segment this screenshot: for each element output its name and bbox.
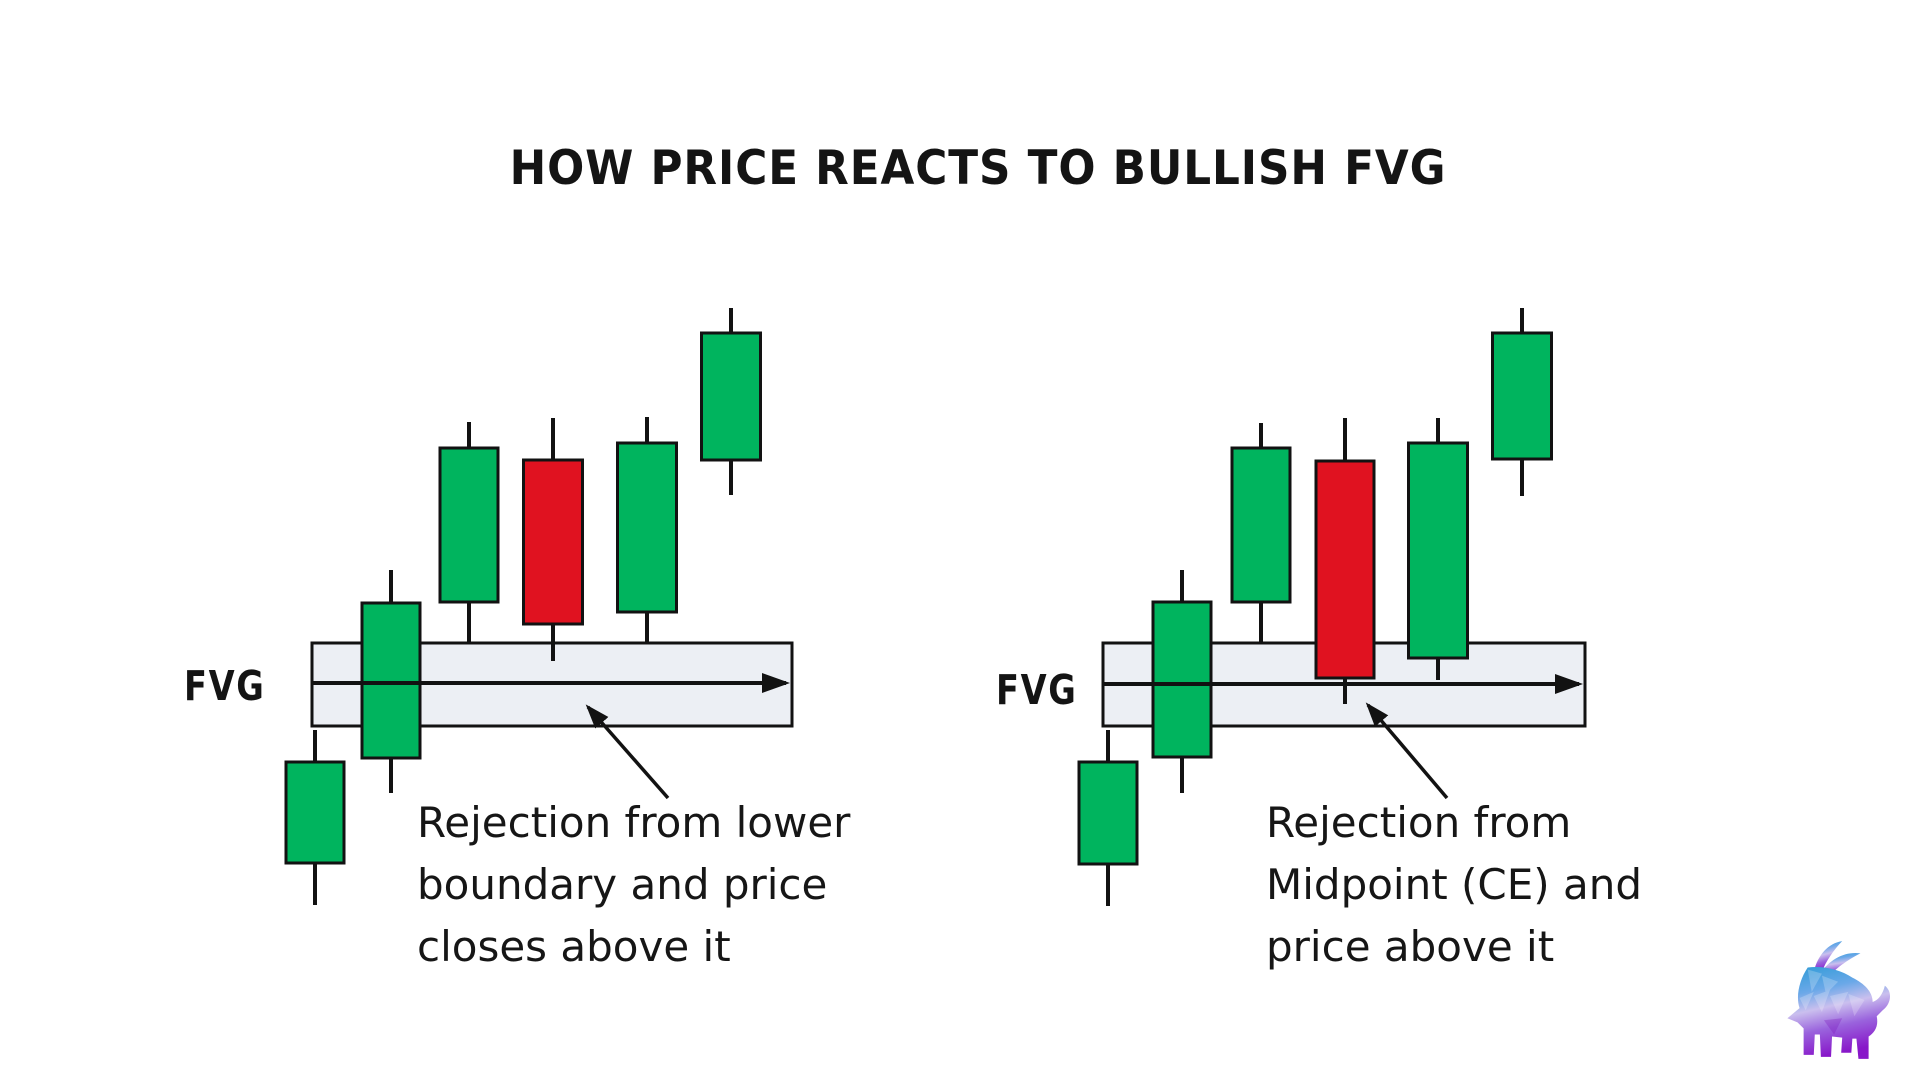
candle-body [522,458,584,626]
candle-3-bull [1230,423,1292,643]
candle-body [1314,459,1376,680]
candle-6-bull [700,308,762,495]
candle-body [438,446,500,604]
candle-6-bull [1491,308,1553,496]
annotation-right: Rejection from Midpoint (CE) and price a… [1266,798,1643,971]
chart-rejection-from-lower-boundary [284,308,794,905]
candle-2-bull [360,570,422,793]
fvg-label-right: FVG [996,666,1078,714]
candle-1-bull [284,730,346,905]
pointer-arrow [1365,702,1449,800]
fvg-label-left: FVG [184,662,266,710]
candle-body [360,601,422,760]
candle-body [1407,441,1469,660]
candle-body [700,331,762,462]
candle-body [1491,331,1553,461]
annotation-left: Rejection from lower boundary and price … [417,798,851,971]
candle-5-bull [1407,418,1469,680]
bull-shape [1787,941,1891,1059]
candle-body [1230,446,1292,604]
candle-body [284,760,346,865]
candle-body [1077,760,1139,866]
pointer-arrow [585,704,670,800]
candle-2-bull [1151,570,1213,793]
candle-4-bear [522,418,584,661]
candle-1-bull [1077,730,1139,906]
candle-body [616,441,678,614]
page-title: HOW PRICE REACTS TO BULLISH FVG [509,141,1447,196]
chart-rejection-from-midpoint [1077,308,1587,906]
candle-4-bear [1314,418,1376,704]
bull-logo [1763,938,1895,1062]
candle-5-bull [616,417,678,643]
candle-body [1151,600,1213,759]
candle-3-bull [438,422,500,642]
